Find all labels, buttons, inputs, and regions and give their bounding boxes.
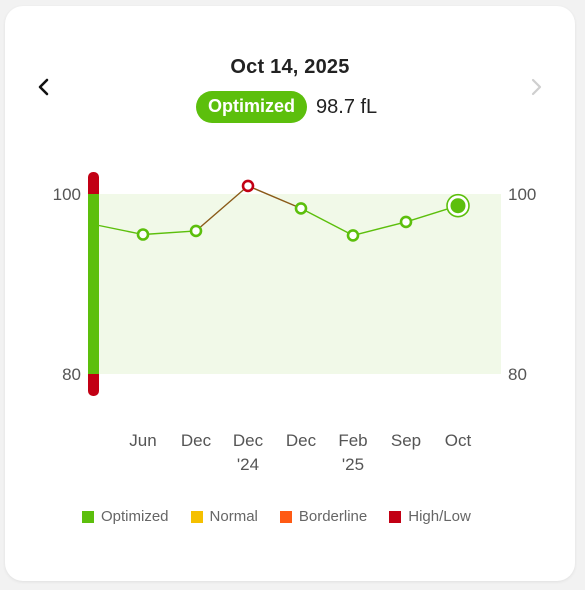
legend-swatch: [82, 510, 94, 523]
y-tick-right: 80: [508, 365, 527, 384]
series-segment: [98, 224, 144, 236]
y-tick-left: 100: [53, 185, 81, 204]
optimized-range-band: [94, 194, 501, 374]
y-tick-left: 80: [62, 365, 81, 384]
selected-data-point: [450, 198, 466, 214]
x-tick-label: Dec: [233, 431, 264, 450]
legend-swatch: [279, 510, 292, 523]
legend-label: Optimized: [101, 508, 169, 525]
x-tick-label: Sep: [391, 431, 421, 450]
series-segment: [195, 185, 249, 232]
series-segment: [247, 185, 302, 210]
series-segment: [300, 207, 354, 237]
legend-swatch: [190, 510, 203, 523]
data-point: [399, 215, 413, 229]
chevron-right-icon: [531, 78, 542, 96]
chevron-left-icon: [38, 78, 49, 96]
x-tick-label: Oct: [445, 431, 472, 450]
x-tick-label: Jun: [129, 431, 156, 450]
result-value: 98.7 fL: [316, 95, 378, 118]
legend-item: Borderline: [279, 508, 368, 525]
chart-legend: Optimized Normal Borderline High/Low: [82, 508, 471, 525]
y-tick-right: 100: [508, 185, 536, 204]
status-row: Optimized 98.7 fL: [196, 91, 377, 123]
legend-item: Normal: [190, 508, 258, 525]
legend-swatch: [389, 510, 402, 523]
legend-label: High/Low: [408, 508, 471, 525]
status-badge: Optimized: [196, 91, 308, 123]
x-tick-label: '24: [237, 455, 259, 474]
range-bar-optimized: [88, 194, 99, 374]
legend-item: High/Low: [389, 508, 471, 525]
legend-item: Optimized: [82, 508, 169, 525]
data-point: [136, 228, 150, 241]
data-point: [346, 229, 360, 242]
previous-button[interactable]: [29, 72, 59, 102]
legend-label: Borderline: [298, 508, 368, 525]
data-point: [241, 179, 255, 193]
series-segment: [352, 221, 407, 237]
data-point: [294, 202, 308, 215]
result-date: Oct 14, 2025: [230, 56, 350, 78]
x-tick-label: Feb: [338, 431, 367, 450]
x-tick-label: Dec: [181, 431, 212, 450]
x-tick-label: '25: [342, 455, 364, 474]
data-point: [189, 224, 203, 238]
legend-label: Normal: [209, 508, 258, 525]
x-tick-label: Dec: [286, 431, 317, 450]
next-button[interactable]: [521, 72, 551, 102]
series-segment: [142, 230, 197, 236]
